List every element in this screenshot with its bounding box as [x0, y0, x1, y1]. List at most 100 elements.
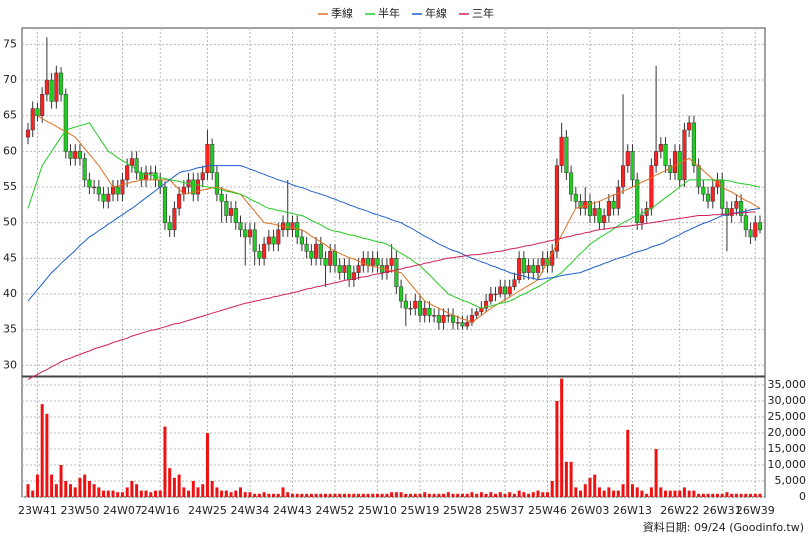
volume-bar — [253, 493, 257, 497]
volume-bar — [125, 487, 129, 497]
volume-bar — [602, 490, 606, 497]
volume-bar — [564, 461, 568, 497]
volume-bar — [739, 493, 743, 497]
candle-body — [73, 151, 78, 159]
volume-bar — [371, 493, 375, 497]
volume-bar — [409, 493, 413, 497]
candle-body — [195, 179, 201, 195]
volume-bar — [324, 493, 328, 497]
x-tick-label: 24W34 — [231, 504, 270, 517]
candle-body — [120, 179, 125, 195]
volume-bar — [399, 492, 403, 497]
volume-bar — [753, 493, 757, 497]
candle-body — [649, 165, 654, 209]
candle-body — [403, 300, 408, 309]
volume-bar — [418, 493, 422, 497]
volume-bar — [616, 490, 620, 497]
volume-bar — [366, 493, 370, 497]
volume-bar — [697, 493, 701, 497]
volume-bar — [475, 493, 479, 497]
candle-body — [422, 308, 427, 316]
volume-bar — [92, 484, 96, 497]
volume-bar — [678, 490, 682, 497]
volume-bar — [210, 481, 214, 497]
candle-body — [734, 201, 739, 209]
volume-bar — [692, 490, 696, 497]
candle-body — [323, 258, 328, 266]
candle-body — [328, 250, 333, 266]
x-tick-label: 23W41 — [18, 504, 57, 517]
candle-body — [276, 229, 281, 245]
volume-bar — [69, 484, 73, 497]
volume-bar — [177, 474, 181, 497]
candle-body — [639, 215, 644, 223]
candle-body — [620, 165, 626, 188]
x-tick-label: 25W37 — [486, 504, 525, 517]
candle-body — [394, 258, 399, 288]
candle-body — [573, 193, 578, 202]
volume-bar — [758, 493, 762, 497]
volume-bar — [111, 490, 115, 497]
volume-bar — [404, 493, 408, 497]
candle-body — [498, 286, 503, 295]
x-tick-label: 25W10 — [358, 504, 397, 517]
volume-bar — [50, 474, 54, 497]
volume-bar — [309, 493, 313, 497]
candle-body — [309, 250, 314, 259]
candle-body — [285, 222, 290, 231]
volume-bar — [659, 487, 663, 497]
candle-body — [214, 172, 219, 195]
volume-bar — [588, 477, 592, 497]
volume-bar — [262, 492, 266, 497]
candle-body — [597, 208, 602, 223]
volume-bar — [465, 493, 469, 497]
candle-body — [82, 158, 87, 181]
x-tick-label: 26W13 — [613, 504, 652, 517]
volume-bar — [512, 493, 516, 497]
volume-bar — [168, 468, 172, 497]
volume-bar — [229, 492, 233, 497]
candle-body — [30, 108, 35, 131]
volume-bar — [517, 490, 521, 497]
candle-body — [229, 208, 234, 216]
candle-body — [625, 151, 630, 166]
volume-bar — [654, 449, 658, 497]
volume-bar — [338, 493, 342, 497]
candle-body — [441, 315, 446, 323]
volume-bar — [682, 487, 686, 497]
volume-bar — [583, 484, 587, 497]
candle-body — [531, 265, 536, 273]
volume-bar — [437, 493, 441, 497]
volume-bar — [172, 477, 176, 497]
volume-bar — [40, 404, 44, 497]
y2-tick-label: 0 — [799, 490, 806, 503]
volume-bar — [73, 487, 77, 497]
candle-body — [370, 258, 375, 266]
volume-bar — [357, 493, 361, 497]
volume-bar — [550, 481, 554, 497]
volume-bar — [158, 490, 162, 497]
candle-body — [569, 172, 574, 195]
candle-body — [243, 229, 248, 238]
volume-bar — [479, 492, 483, 497]
price-panel — [21, 27, 766, 377]
candle-body — [271, 236, 276, 245]
volume-bar — [744, 493, 748, 497]
volume-bar — [730, 493, 734, 497]
candle-body — [106, 193, 111, 202]
volume-bar — [154, 490, 158, 497]
volume-bar — [673, 490, 677, 497]
y-tick-label: 30 — [3, 358, 17, 371]
candle-body — [450, 315, 456, 323]
volume-bar — [725, 492, 729, 497]
volume-bar — [215, 487, 219, 497]
candle-body — [743, 215, 748, 231]
volume-bar — [64, 481, 68, 497]
candle-body — [59, 72, 64, 95]
volume-bar — [749, 493, 753, 497]
x-tick-label: 24W16 — [141, 504, 180, 517]
volume-bar — [149, 492, 153, 497]
y2-tick-label: 35,000 — [768, 378, 807, 391]
volume-bar — [687, 490, 691, 497]
